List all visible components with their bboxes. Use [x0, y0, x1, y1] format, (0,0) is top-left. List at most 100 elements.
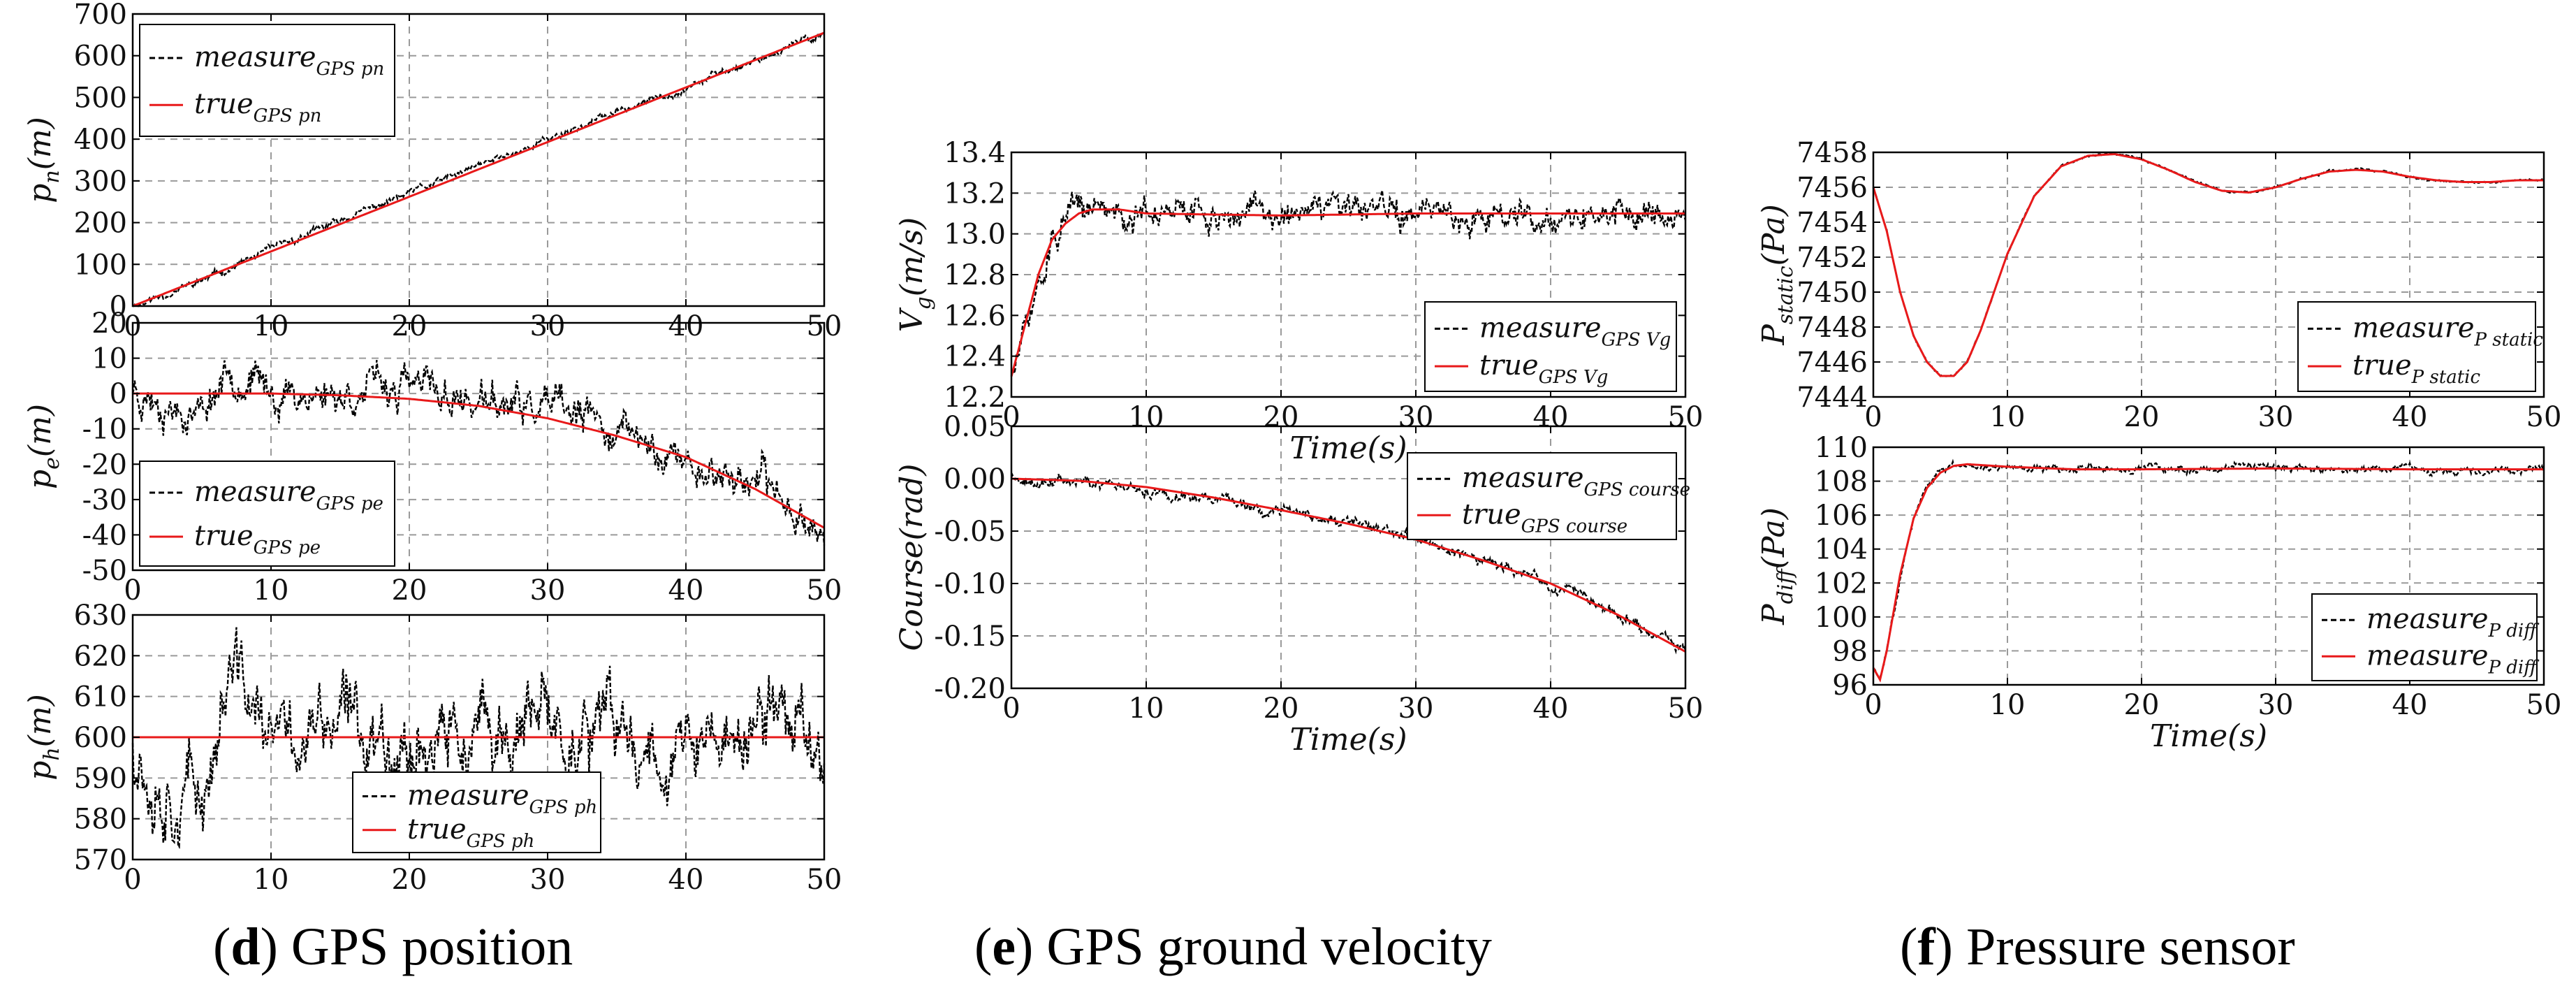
x-tick-label: 20 — [2124, 689, 2160, 721]
series-line-true — [1872, 463, 2544, 683]
x-tick-label: 0 — [124, 574, 141, 607]
y-tick-label: 110 — [1815, 432, 1868, 464]
series-line-measure — [131, 627, 826, 849]
y-tick-label: 580 — [74, 804, 127, 836]
caption-d: (d) GPS position — [213, 918, 573, 976]
plot-frame — [131, 321, 826, 572]
legend-label: measureP diff — [2366, 603, 2540, 642]
x-tick-label: 10 — [1990, 689, 2026, 721]
x-tick-label: 30 — [530, 574, 566, 607]
y-axis-label: ph(m) — [22, 694, 64, 781]
y-tick-label: 300 — [74, 166, 127, 198]
y-tick-label: 7458 — [1796, 137, 1868, 169]
y-tick-label: 102 — [1815, 567, 1868, 600]
x-tick-label: 30 — [1398, 693, 1434, 725]
x-axis-label: Time(s) — [1289, 722, 1407, 758]
legend-label: trueGPS course — [1462, 498, 1627, 537]
legend-label: trueP static — [2352, 349, 2480, 388]
legend: measureGPS pe trueGPS pe — [139, 461, 395, 567]
y-tick-label: 104 — [1815, 534, 1868, 566]
y-tick-label: -20 — [82, 449, 127, 481]
caption-e: (e) GPS ground velocity — [974, 918, 1492, 976]
y-tick-label: 620 — [74, 640, 127, 672]
y-tick-label: 200 — [74, 208, 127, 240]
x-tick-label: 0 — [124, 864, 141, 896]
y-tick-label: 108 — [1815, 466, 1868, 498]
legend-box — [1407, 452, 1677, 540]
x-tick-label: 20 — [392, 864, 427, 896]
legend-label: trueGPS pe — [194, 520, 321, 558]
y-tick-label: 610 — [74, 681, 127, 713]
y-tick-label: 590 — [74, 762, 127, 795]
y-tick-label: -30 — [82, 484, 127, 516]
y-axis-label: Pdiff(Pa) — [1756, 507, 1798, 625]
plot-frame — [1872, 446, 2545, 686]
y-tick-label: 7454 — [1796, 207, 1868, 239]
legend-box — [139, 461, 395, 567]
y-tick-label: 12.2 — [944, 382, 1006, 414]
x-tick-label: 10 — [254, 864, 289, 896]
legend-box — [139, 24, 395, 137]
y-tick-label: 700 — [74, 0, 127, 31]
legend-label: measureGPS course — [1462, 462, 1690, 500]
series-line-measure — [1010, 189, 1687, 376]
x-tick-label: 20 — [2124, 401, 2160, 433]
legend-label: trueGPS ph — [407, 813, 534, 852]
plot-frame — [131, 13, 826, 307]
x-tick-label: 50 — [807, 574, 842, 607]
x-tick-label: 40 — [668, 864, 704, 896]
y-tick-label: -0.15 — [934, 621, 1006, 653]
y-tick-label: 600 — [74, 41, 127, 73]
y-tick-label: -10 — [82, 414, 127, 446]
x-tick-label: 20 — [1264, 693, 1299, 725]
y-axis-label: Pstatic(Pa) — [1756, 204, 1798, 346]
y-tick-label: -50 — [82, 555, 127, 587]
y-tick-label: 0 — [110, 291, 127, 323]
x-axis-label: Time(s) — [1289, 430, 1407, 466]
x-tick-label: 50 — [807, 864, 842, 896]
legend-label: measureGPS ph — [407, 780, 597, 818]
y-tick-label: -0.05 — [934, 516, 1006, 548]
y-tick-label: 7452 — [1796, 242, 1868, 274]
x-tick-label: 40 — [668, 574, 704, 607]
legend-box — [1424, 301, 1677, 392]
plot-frame — [1010, 425, 1687, 690]
y-tick-label: 500 — [74, 82, 127, 114]
y-tick-label: 12.8 — [944, 259, 1006, 291]
y-tick-label: 98 — [1832, 635, 1868, 667]
legend-label: measureGPS pn — [194, 41, 384, 80]
x-tick-label: 30 — [530, 864, 566, 896]
y-axis-label: Vg(m/s) — [894, 217, 936, 332]
y-tick-label: 13.4 — [944, 137, 1006, 169]
y-tick-label: 100 — [74, 249, 127, 281]
y-axis-label: pn(m) — [22, 117, 64, 203]
x-tick-label: 50 — [1668, 693, 1704, 725]
x-tick-label: 40 — [2392, 401, 2428, 433]
legend-label: measureP static — [2352, 312, 2543, 350]
series-line-true — [1011, 477, 1686, 653]
y-tick-label: 7450 — [1796, 277, 1868, 309]
x-tick-label: 10 — [254, 574, 289, 607]
legend-box — [352, 771, 601, 853]
series-line-true — [132, 31, 825, 307]
series-line-true — [133, 392, 825, 529]
legend-label: trueGPS Vg — [1479, 349, 1608, 388]
chart-vg: 12.212.412.612.813.013.213.40 10 20 30 40 50V… — [894, 137, 1703, 466]
y-tick-label: 0 — [110, 378, 127, 410]
x-tick-label: 50 — [2526, 689, 2562, 721]
x-tick-label: 30 — [2258, 689, 2294, 721]
x-tick-label: 10 — [1990, 401, 2026, 433]
x-tick-label: 40 — [1533, 693, 1569, 725]
x-tick-label: 0 — [1864, 689, 1882, 721]
y-tick-label: 7444 — [1796, 382, 1868, 414]
x-tick-label: 0 — [1864, 401, 1882, 433]
y-tick-label: 100 — [1815, 602, 1868, 634]
